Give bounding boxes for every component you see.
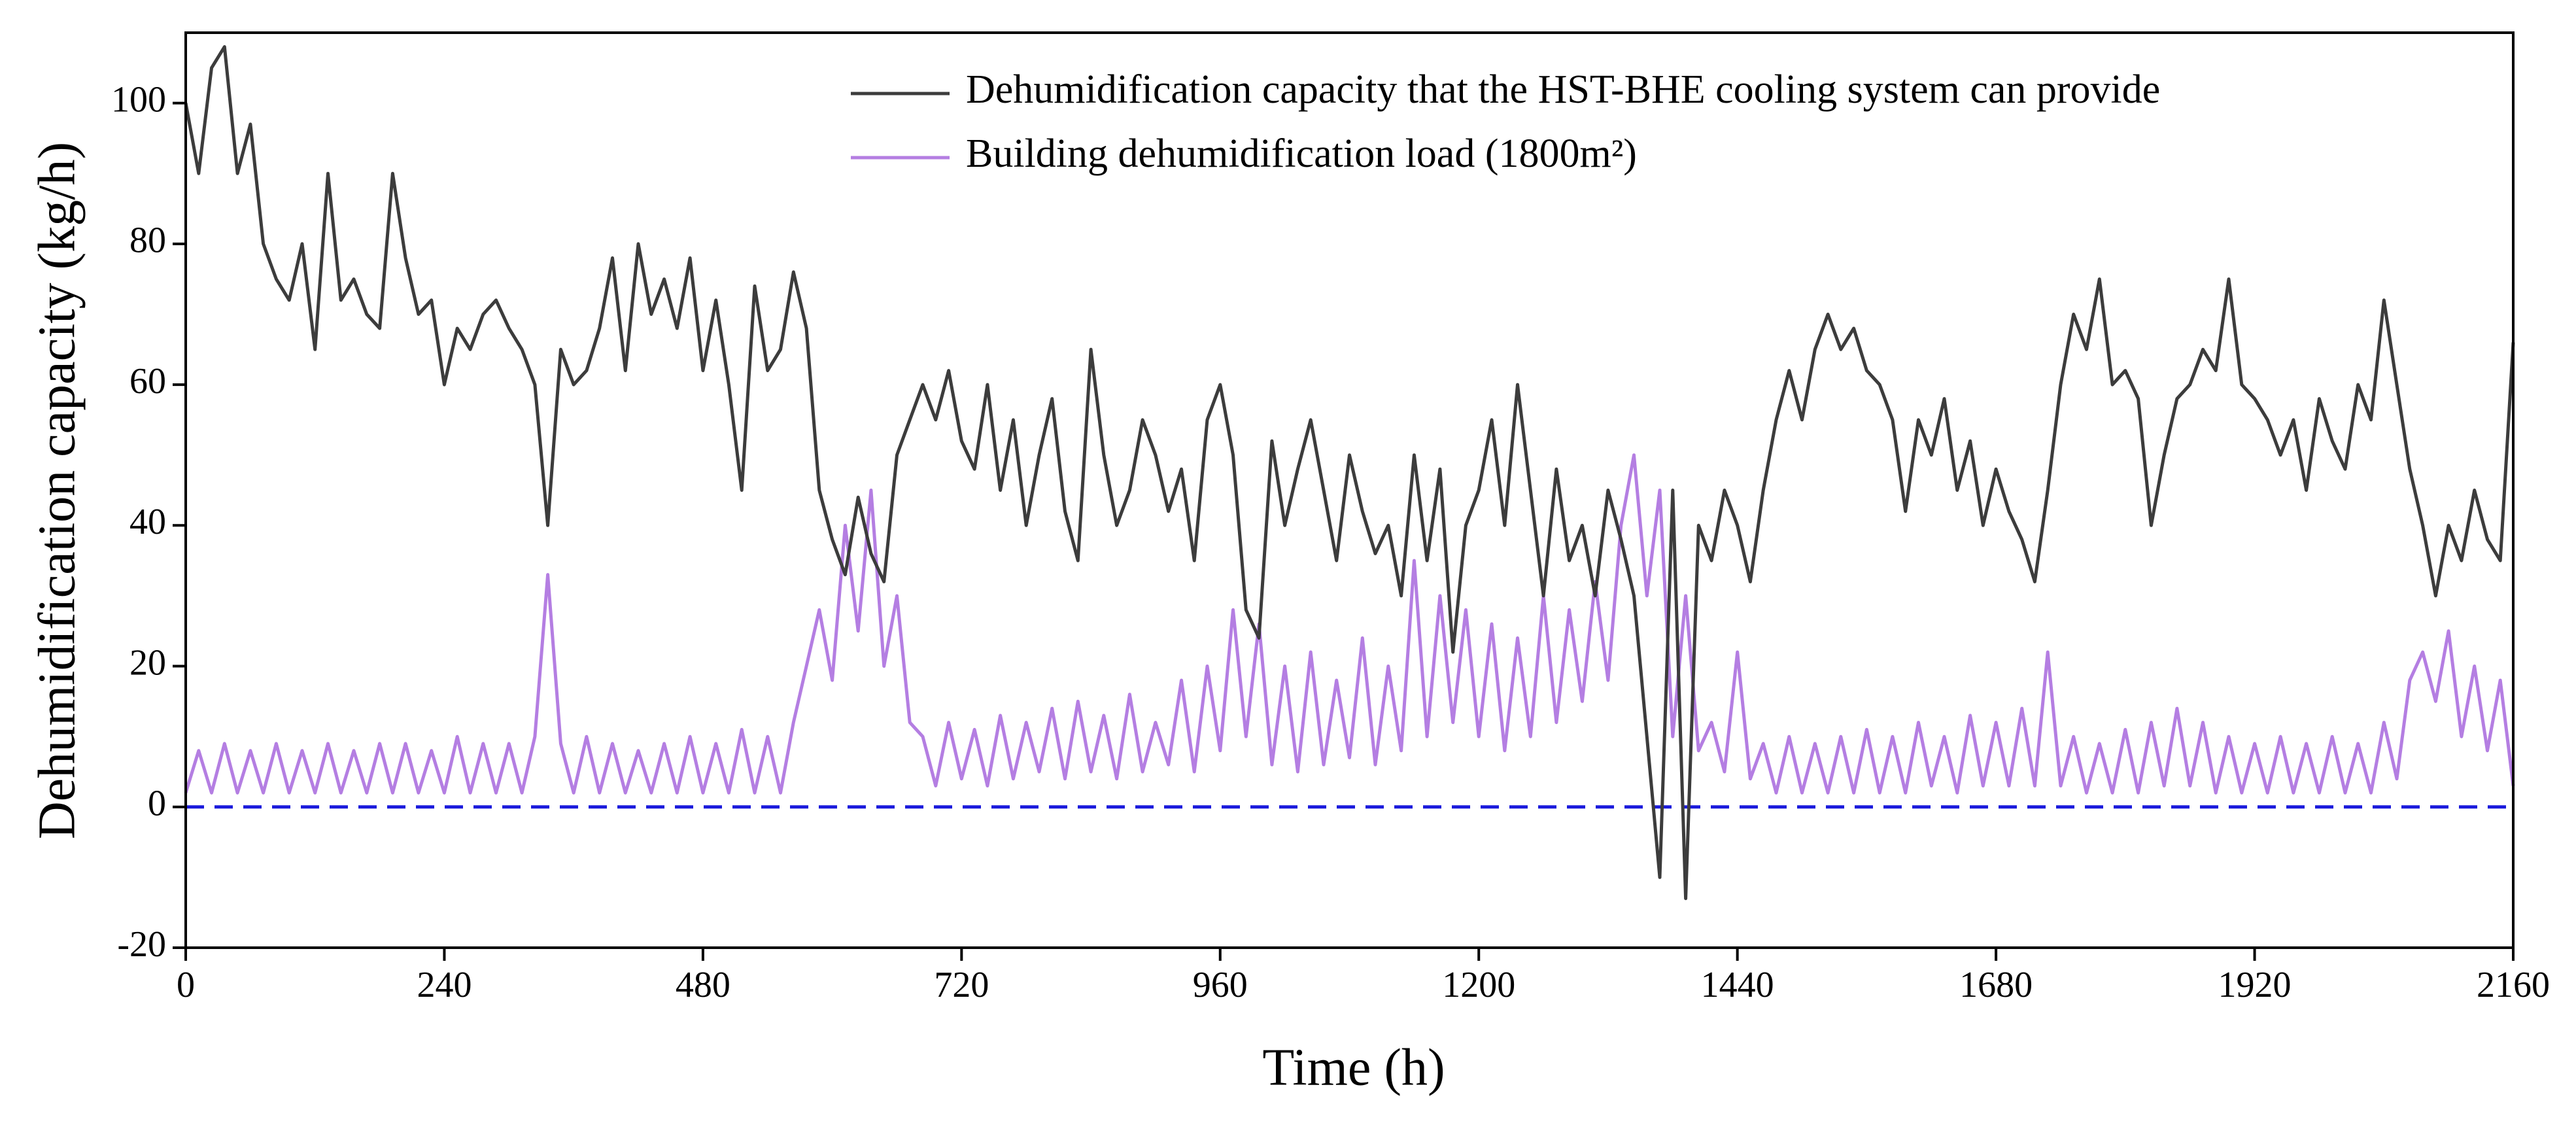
x-tick-label: 1680: [1959, 965, 2033, 1005]
x-tick-label: 1440: [1701, 965, 1774, 1005]
x-tick-label: 1200: [1442, 965, 1515, 1005]
plot-frame: [184, 31, 2515, 949]
x-tick-label: 240: [417, 965, 472, 1005]
y-axis-label: Dehumidification capacity (kg/h): [28, 142, 86, 839]
series-line: [184, 45, 2515, 901]
x-axis-label: Time (h): [1262, 1039, 1445, 1096]
y-tick-label: 20: [129, 642, 166, 683]
series-line: [184, 453, 2515, 795]
x-tick-label: 960: [1193, 965, 1248, 1005]
x-tick-label: 720: [934, 965, 989, 1005]
x-tick-label: 1920: [2218, 965, 2292, 1005]
y-tick-label: -20: [117, 924, 166, 965]
y-tick-label: 100: [111, 79, 166, 120]
legend-label: Dehumidification capacity that the HST-B…: [966, 67, 2160, 112]
x-tick-label: 0: [177, 965, 195, 1005]
y-tick-label: 40: [129, 502, 166, 542]
legend-label: Building dehumidification load (1800m²): [966, 131, 1637, 176]
x-tick-label: 480: [676, 965, 730, 1005]
y-tick-label: 80: [129, 220, 166, 261]
y-tick-label: 60: [129, 361, 166, 402]
x-tick-label: 2160: [2477, 965, 2550, 1005]
y-tick-label: 0: [148, 784, 166, 824]
